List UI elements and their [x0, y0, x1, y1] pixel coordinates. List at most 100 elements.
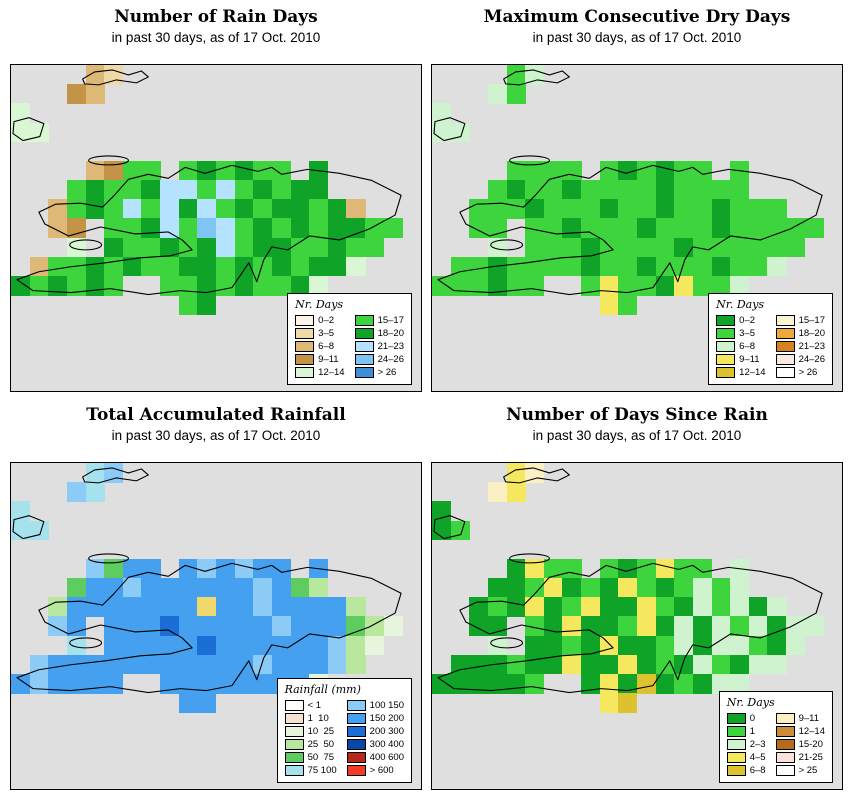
grid-cell [543, 597, 563, 617]
legend-title: Nr. Days [726, 696, 775, 709]
grid-cell [160, 199, 180, 219]
grid-cell [197, 237, 217, 258]
grid-cell [85, 578, 105, 598]
grid-cell [122, 237, 142, 258]
legend-swatch [716, 367, 736, 378]
legend-label: 15–17 [798, 315, 825, 326]
grid-cell [271, 558, 292, 579]
grid-cell [216, 616, 236, 637]
grid-cell [711, 218, 731, 239]
legend-swatch [775, 367, 795, 378]
grid-cell [581, 673, 601, 694]
grid-cell [618, 578, 638, 598]
grid-cell [674, 160, 694, 181]
grid-cell [327, 237, 347, 258]
grid-cell [692, 616, 713, 637]
grid-cell [11, 122, 31, 143]
grid-cell [271, 635, 292, 656]
grid-cell [160, 597, 180, 617]
grid-cell [327, 616, 347, 637]
legend-label: 100 150 [369, 700, 404, 711]
legend-label: 1 [749, 726, 756, 737]
grid-cell [104, 256, 124, 277]
legend-label: 21–23 [798, 341, 825, 352]
grid-cell [581, 199, 601, 219]
grid-cell [599, 218, 619, 239]
grid-cell [48, 256, 68, 277]
grid-cell [29, 654, 49, 675]
grid-cell [767, 237, 787, 258]
panel-header: Number of Days Since Rain in past 30 day… [431, 405, 843, 462]
grid-cell [66, 654, 87, 675]
grid-cell [29, 673, 49, 694]
grid-cell [637, 218, 657, 239]
grid-cell [160, 180, 180, 200]
grid-cell [469, 654, 489, 675]
legend-swatch [295, 315, 315, 326]
grid-cell [122, 160, 142, 181]
grid-cell [327, 597, 347, 617]
grid-cell [216, 275, 236, 296]
grid-cell [234, 275, 254, 296]
panel-number-of-days-since-rain: Number of Days Since Rain in past 30 day… [431, 398, 843, 790]
grid-cell [562, 180, 582, 200]
grid-cell [66, 673, 87, 694]
grid-cell [290, 237, 310, 258]
grid-cell [216, 558, 236, 579]
legend-column: 9–11 12–14 15-20 21-25 > 25 [775, 712, 825, 777]
grid-cell [432, 122, 452, 143]
legend-column: 100 150 150 200 200 300 300 400 400 600 > 600 [346, 699, 404, 777]
grid-cell [581, 256, 601, 277]
legend-entry: 15-20 [775, 738, 825, 751]
grid-cell [178, 256, 198, 277]
legend-entry: 18–20 [354, 327, 404, 340]
grid-cell [66, 218, 87, 239]
grid-cell [160, 673, 180, 694]
grid-cell [85, 199, 105, 219]
grid-cell [618, 673, 638, 694]
map-number-of-rain-days: Nr. Days 0–2 3–5 6–8 9–11 12–14 15–17 18–20 21–… [10, 64, 422, 392]
grid-cell [618, 616, 638, 637]
grid-cell [748, 635, 768, 656]
panel-header: Maximum Consecutive Dry Days in past 30 … [431, 7, 843, 64]
legend-swatch [775, 315, 795, 326]
legend-label: 3–5 [318, 328, 335, 339]
grid-cell [618, 275, 638, 296]
legend-swatch [295, 354, 315, 365]
grid-cell [290, 199, 310, 219]
grid-cell [234, 558, 254, 579]
grid-cell [178, 693, 198, 713]
legend-swatch [284, 726, 304, 737]
grid-cell [674, 218, 694, 239]
panel-subtitle: in past 30 days, as of 17 Oct. 2010 [532, 428, 742, 443]
grid-cell [618, 597, 638, 617]
legend-swatch [354, 354, 374, 365]
grid-cell [122, 597, 142, 617]
legend-entry: 24–26 [775, 353, 825, 366]
grid-cell [29, 256, 49, 277]
grid-cell [290, 597, 310, 617]
grid-cell [271, 616, 292, 637]
legend-entry: 300 400 [346, 738, 404, 751]
grid-cell [506, 654, 526, 675]
page-title: Number of Rain Days [114, 7, 318, 27]
grid-cell [197, 218, 217, 239]
grid-cell [674, 180, 694, 200]
grid-cell [730, 237, 750, 258]
legend-entry: 6–8 [295, 340, 344, 353]
legend-column: 15–17 18–20 21–23 24–26 > 26 [354, 314, 404, 379]
legend-entry: 15–17 [775, 314, 825, 327]
grid-cell [599, 558, 619, 579]
grid-cell [85, 463, 105, 483]
grid-cell [618, 256, 638, 277]
legend-swatch [295, 341, 315, 352]
legend-label: > 600 [369, 765, 394, 776]
grid-cell [432, 501, 452, 522]
grid-cell [618, 160, 638, 181]
grid-cell [160, 218, 180, 239]
legend-entry: 21–23 [354, 340, 404, 353]
legend-title: Rainfall (mm) [284, 683, 361, 696]
grid-cell [767, 218, 787, 239]
grid-cell [141, 654, 161, 675]
grid-cell [599, 654, 619, 675]
